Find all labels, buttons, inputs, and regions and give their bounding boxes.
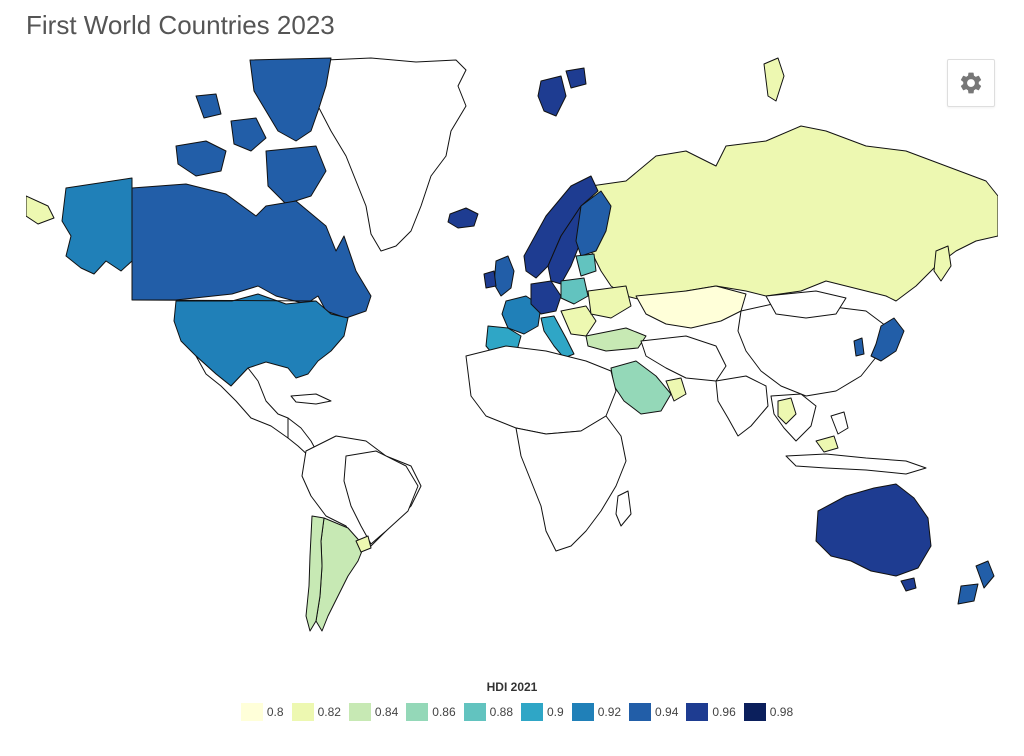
country-russia-west-edge[interactable]: [26, 195, 55, 225]
country-madagascar[interactable]: [615, 490, 632, 527]
world-map-svg[interactable]: [26, 56, 998, 646]
legend-swatch: [571, 703, 594, 721]
legend-title: HDI 2021: [486, 680, 538, 694]
country-canada-island-1[interactable]: [175, 140, 227, 177]
country-malaysia[interactable]: [815, 435, 839, 453]
country-uae-oman[interactable]: [665, 377, 687, 402]
country-france[interactable]: [501, 295, 542, 335]
legend-item[interactable]: 0.96: [686, 703, 736, 721]
country-germany[interactable]: [530, 280, 562, 315]
country-greenland[interactable]: [315, 57, 467, 252]
legend-item[interactable]: 0.84: [348, 703, 399, 721]
legend-swatch: [406, 703, 429, 721]
legend-swatch: [743, 703, 766, 721]
legend-item[interactable]: 0.94: [629, 703, 678, 721]
legend-swatch: [240, 703, 263, 721]
country-new-zealand-south[interactable]: [957, 583, 979, 605]
settings-button[interactable]: [947, 59, 995, 107]
country-kazakhstan[interactable]: [635, 285, 747, 329]
country-canada[interactable]: [131, 183, 372, 319]
us-canada-border: [131, 299, 317, 302]
legend-swatch: [463, 703, 486, 721]
country-africa-central[interactable]: [515, 415, 627, 552]
legend-label: 0.92: [597, 705, 622, 719]
legend-label: 0.98: [769, 705, 794, 719]
country-tasmania[interactable]: [900, 577, 917, 592]
country-turkey[interactable]: [585, 327, 647, 352]
country-novaya-zemlya[interactable]: [763, 57, 785, 102]
legend-item[interactable]: 0.88: [463, 703, 513, 721]
legend-swatch: [291, 703, 314, 721]
legend-item[interactable]: 0.86: [406, 703, 456, 721]
country-svalbard[interactable]: [537, 75, 567, 117]
country-indonesia[interactable]: [785, 453, 927, 475]
legend-item[interactable]: 0.9: [521, 703, 564, 721]
country-new-zealand[interactable]: [975, 560, 995, 589]
legend-swatch: [521, 703, 543, 721]
country-russia-sakhalin[interactable]: [933, 245, 952, 282]
legend-label: 0.88: [489, 705, 513, 719]
country-japan[interactable]: [870, 317, 905, 362]
country-africa-north[interactable]: [465, 345, 617, 435]
legend-item[interactable]: 0.82: [291, 703, 341, 721]
country-india[interactable]: [715, 375, 769, 437]
legend: HDI 2021 0.8 0.82 0.84 0.86 0.88: [0, 680, 1024, 721]
legend-label: 0.96: [712, 705, 736, 719]
country-canada-island-3[interactable]: [195, 93, 222, 119]
country-poland[interactable]: [560, 277, 589, 305]
legend-item[interactable]: 0.8: [240, 703, 284, 721]
legend-label: 0.8: [266, 705, 284, 719]
page-title: First World Countries 2023: [26, 10, 335, 40]
legend-item[interactable]: 0.98: [743, 703, 794, 721]
legend-label: 0.82: [317, 705, 341, 719]
country-chile[interactable]: [305, 515, 325, 632]
country-canada-island-2[interactable]: [230, 117, 267, 152]
country-canada-island-4[interactable]: [265, 145, 327, 205]
country-brazil[interactable]: [343, 450, 419, 545]
legend-label: 0.94: [655, 705, 679, 719]
country-philippines[interactable]: [830, 411, 849, 435]
country-thailand[interactable]: [777, 397, 797, 425]
legend-item[interactable]: 0.92: [571, 703, 622, 721]
legend-swatch: [348, 703, 371, 721]
legend-swatch: [686, 703, 709, 721]
country-mongolia[interactable]: [765, 290, 847, 319]
country-saudi-arabia[interactable]: [610, 360, 672, 415]
country-usa[interactable]: [173, 293, 349, 387]
country-balkans[interactable]: [560, 305, 597, 337]
legend-swatch: [629, 703, 652, 721]
country-uruguay[interactable]: [355, 535, 372, 553]
legend-label: 0.84: [374, 705, 399, 719]
country-uk[interactable]: [493, 255, 515, 297]
legend-label: 0.9: [547, 705, 564, 719]
country-cuba[interactable]: [290, 393, 332, 405]
country-canada-north[interactable]: [249, 57, 332, 142]
country-iceland[interactable]: [447, 207, 479, 229]
gear-icon: [960, 72, 982, 94]
world-map[interactable]: [26, 56, 998, 646]
country-south-korea[interactable]: [853, 337, 865, 357]
country-svalbard-2[interactable]: [565, 67, 587, 89]
country-ireland[interactable]: [483, 270, 497, 289]
country-australia[interactable]: [815, 483, 932, 577]
legend-items: 0.8 0.82 0.84 0.86 0.88 0.9: [18, 703, 1024, 721]
country-baltics[interactable]: [575, 253, 597, 277]
country-usa-alaska[interactable]: [61, 177, 133, 275]
country-finland[interactable]: [575, 190, 612, 257]
country-ukraine[interactable]: [587, 285, 632, 319]
legend-label: 0.86: [432, 705, 456, 719]
country-italy[interactable]: [540, 315, 575, 359]
